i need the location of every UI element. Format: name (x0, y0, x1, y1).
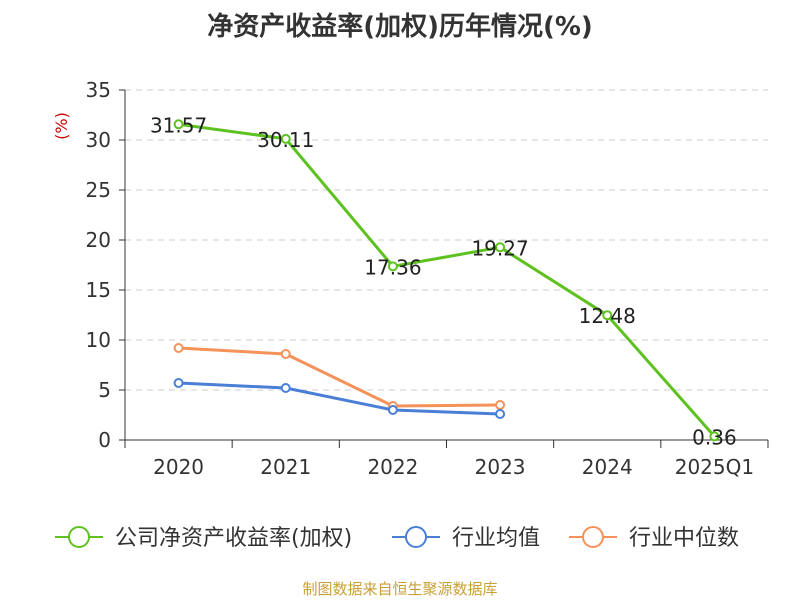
y-tick-label: 20 (86, 228, 111, 252)
data-point (280, 133, 291, 144)
legend-label: 行业均值 (452, 526, 540, 551)
x-tick-label: 2023 (475, 455, 526, 479)
x-tick-label: 2022 (367, 455, 418, 479)
y-tick-label: 5 (98, 378, 111, 402)
data-point (173, 343, 184, 353)
data-point (173, 119, 184, 130)
y-tick-label: 0 (98, 428, 111, 452)
legend-swatch-marker (405, 526, 427, 548)
y-tick-label: 15 (86, 278, 111, 302)
legend-swatch-marker (68, 526, 90, 548)
data-label: 0.36 (692, 425, 737, 449)
legend-swatch-marker (582, 526, 604, 548)
data-label: 17.36 (364, 255, 421, 279)
chart-title: 净资产收益率(加权)历年情况(%) (207, 12, 593, 42)
y-tick-label: 10 (86, 328, 111, 352)
y-tick-label: 30 (86, 128, 111, 152)
data-label: 30.11 (257, 128, 314, 152)
data-point (387, 405, 398, 415)
legend-label: 公司净资产收益率(加权) (115, 526, 352, 551)
series-line (178, 346, 501, 408)
x-tick-label: 2020 (153, 455, 204, 479)
legend-label: 行业中位数 (629, 526, 739, 551)
x-tick-label: 2024 (582, 455, 633, 479)
data-point (387, 261, 398, 272)
data-point (495, 400, 506, 410)
data-point (709, 431, 720, 442)
x-tick-label: 2021 (260, 455, 311, 479)
data-label: 12.48 (579, 304, 636, 328)
x-tick-label: 2025Q1 (675, 455, 754, 479)
y-tick-label: 25 (86, 178, 111, 202)
y-axis-unit-label: (%) (52, 112, 71, 140)
data-point (280, 349, 291, 359)
data-point (495, 409, 506, 419)
data-point (280, 383, 291, 393)
series-line (178, 381, 501, 416)
source-note: 制图数据来自恒生聚源数据库 (302, 580, 498, 598)
data-point (495, 242, 506, 253)
data-label: 31.57 (150, 113, 207, 137)
y-tick-label: 35 (86, 78, 111, 102)
data-point (602, 310, 613, 321)
data-point (173, 378, 184, 388)
data-label: 19.27 (471, 236, 528, 260)
series-line (178, 122, 716, 438)
